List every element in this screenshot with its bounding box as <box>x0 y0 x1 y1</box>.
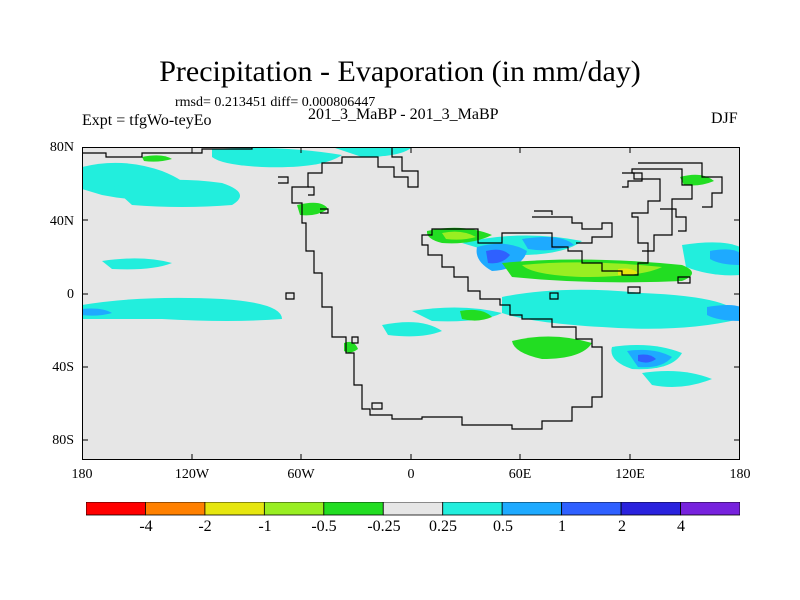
green-region-south-america <box>344 341 358 353</box>
green-region-south-africa <box>512 336 592 359</box>
coastline-americas <box>82 147 693 430</box>
coastlines <box>82 147 723 430</box>
lon-label-180e: 180 <box>729 467 751 482</box>
green-region-north-atlantic <box>297 202 328 216</box>
lon-label-60w: 60W <box>287 467 315 482</box>
lon-label-60e: 60E <box>508 467 532 482</box>
cyan-region-indian-ocean <box>502 289 740 329</box>
colorbar-label-m1: -1 <box>258 518 272 535</box>
colorbar-swatch <box>501 502 563 516</box>
map-frame <box>82 147 740 460</box>
lat-label-equator: 0 <box>67 287 74 302</box>
lon-label-180w: 180 <box>71 467 93 482</box>
blue-region-south-atlantic <box>82 308 112 316</box>
green-region-pacific-small <box>142 155 172 162</box>
blue-region-east-pacific <box>707 305 740 321</box>
coastline-east-asia <box>622 172 687 232</box>
lat-label-80s: 80S <box>52 433 74 448</box>
coastline-asia-north <box>532 210 613 244</box>
colorbar-label-p025: 0.25 <box>429 518 457 535</box>
colorbar-swatch <box>620 502 681 516</box>
lon-label-0: 0 <box>407 467 415 482</box>
green-region-indian-south <box>460 309 492 321</box>
lat-label-40n: 40N <box>49 214 74 229</box>
lat-label-80n: 80N <box>49 140 74 155</box>
cyan-region-tropical-pacific <box>82 297 282 321</box>
colorbar-label-m2: -2 <box>198 518 212 535</box>
yellowgreen-region-mediterranean <box>442 231 476 240</box>
colorbar-swatch <box>323 502 384 516</box>
colorbar-swatch <box>204 502 265 516</box>
cyan-region-southern-ocean <box>382 322 442 337</box>
colorbar-swatch <box>382 502 444 516</box>
lon-label-120e: 120E <box>615 467 645 482</box>
plot-title: Precipitation - Evaporation (in mm/day) <box>159 55 641 88</box>
darkblue-region-indian <box>638 354 656 363</box>
cyan-region-pacific-band <box>112 179 240 207</box>
colorbar-label-m05: -0.5 <box>311 518 337 535</box>
coastline-arctic <box>638 162 723 208</box>
cyan-region-south-pacific <box>642 371 712 387</box>
colorbar-label-p05: 0.5 <box>493 518 513 535</box>
experiment-label: Expt = tfgWo-teyEo <box>82 112 212 129</box>
colorbar-label-p1: 1 <box>558 518 566 535</box>
lat-label-40s: 40S <box>52 360 74 375</box>
colorbar-swatch <box>680 502 740 516</box>
stats-line: rmsd= 0.213451 diff= 0.000806447 <box>175 95 376 110</box>
cyan-region-east-pacific <box>102 258 172 270</box>
colorbar-swatch <box>263 502 325 516</box>
darkblue-region-arabian <box>486 249 510 264</box>
coastline-north-america-inner <box>278 176 329 214</box>
run-subtitle: 201_3_MaBP - 201_3_MaBP <box>308 106 499 123</box>
blue-region-west-pacific-core <box>710 249 740 265</box>
cyan-region-north-atlantic <box>212 147 342 168</box>
lon-label-120w: 120W <box>174 467 210 482</box>
colorbar-swatch <box>561 502 622 516</box>
colorbar-swatch <box>86 502 146 516</box>
season-label: DJF <box>711 110 738 127</box>
yellow-region-sahel <box>618 268 638 276</box>
coastline-islands <box>285 276 691 410</box>
colorbar-label-p2: 2 <box>618 518 626 535</box>
colorbar-label-p4: 4 <box>677 518 685 535</box>
colorbar-swatch <box>442 502 503 516</box>
colorbar-label-m025: -0.25 <box>367 518 401 535</box>
map-plot <box>82 147 740 460</box>
negative-anomalies <box>142 155 714 359</box>
colorbar-label-m4: -4 <box>139 518 153 535</box>
colorbar <box>86 502 740 516</box>
colorbar-swatch <box>145 502 206 516</box>
